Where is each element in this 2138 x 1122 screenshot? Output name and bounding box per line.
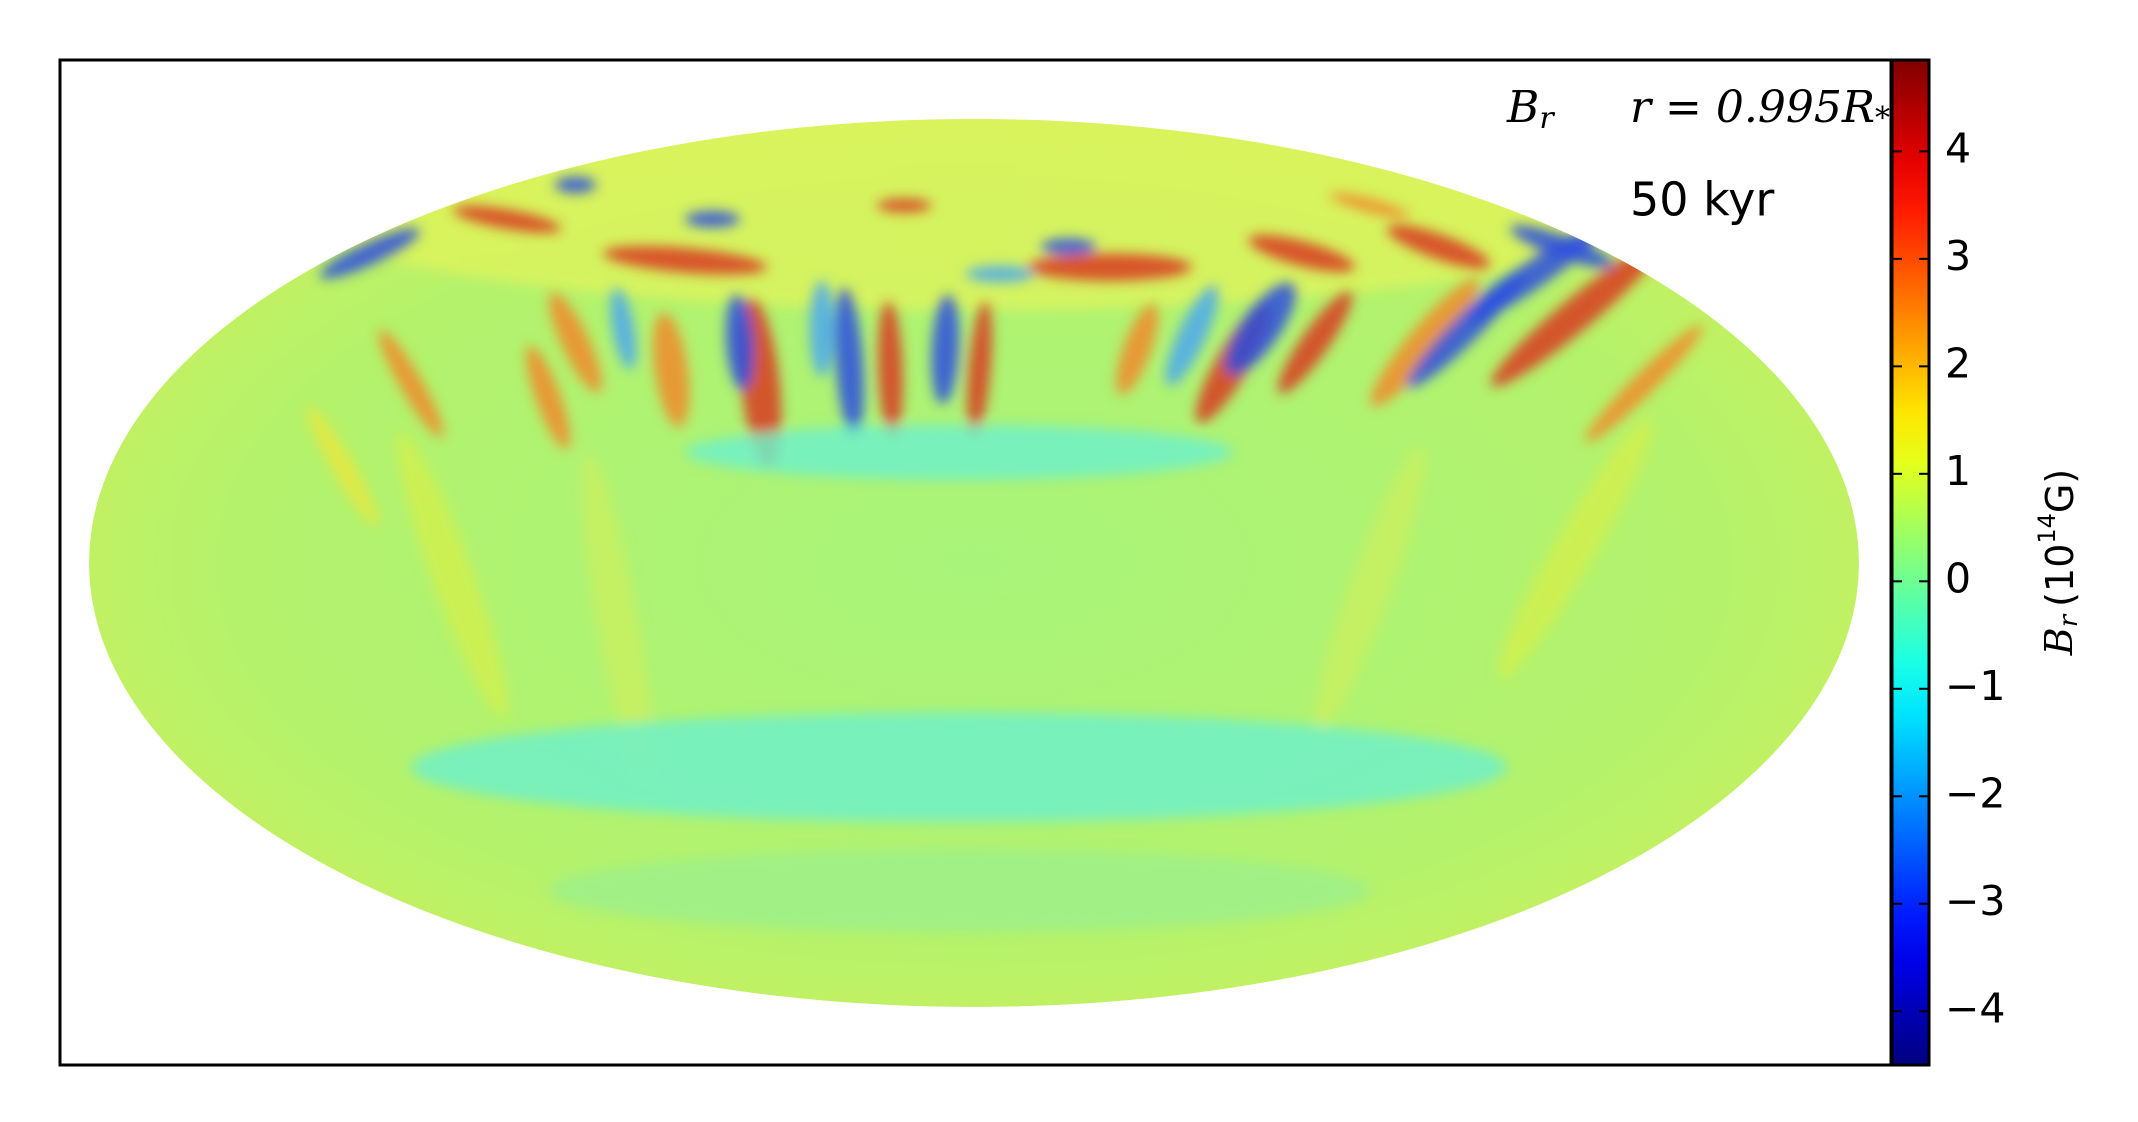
colorbar-ticks: −4 −3 −2 −1 0 1 2 3 4: [1892, 124, 2005, 1032]
tick-label: −2: [1945, 769, 2005, 817]
colorbar: [1890, 58, 1931, 1067]
tick-label: 1: [1945, 447, 1971, 495]
colorbar-label: Br(1014G): [2033, 469, 2084, 656]
field-label: Br: [1506, 82, 1555, 137]
map: [89, 119, 1859, 1007]
tick-label: −4: [1945, 984, 2005, 1032]
tick-label: 2: [1945, 339, 1971, 387]
tick-label: 0: [1945, 554, 1971, 602]
radius-label: r = 0.995R*: [1630, 82, 1890, 137]
tick-label: −3: [1945, 877, 2005, 925]
tick-label: −1: [1945, 662, 2005, 710]
time-label: 50 kyr: [1630, 173, 1774, 227]
tick-label: 3: [1945, 232, 1971, 280]
tick-label: 4: [1945, 124, 1971, 172]
